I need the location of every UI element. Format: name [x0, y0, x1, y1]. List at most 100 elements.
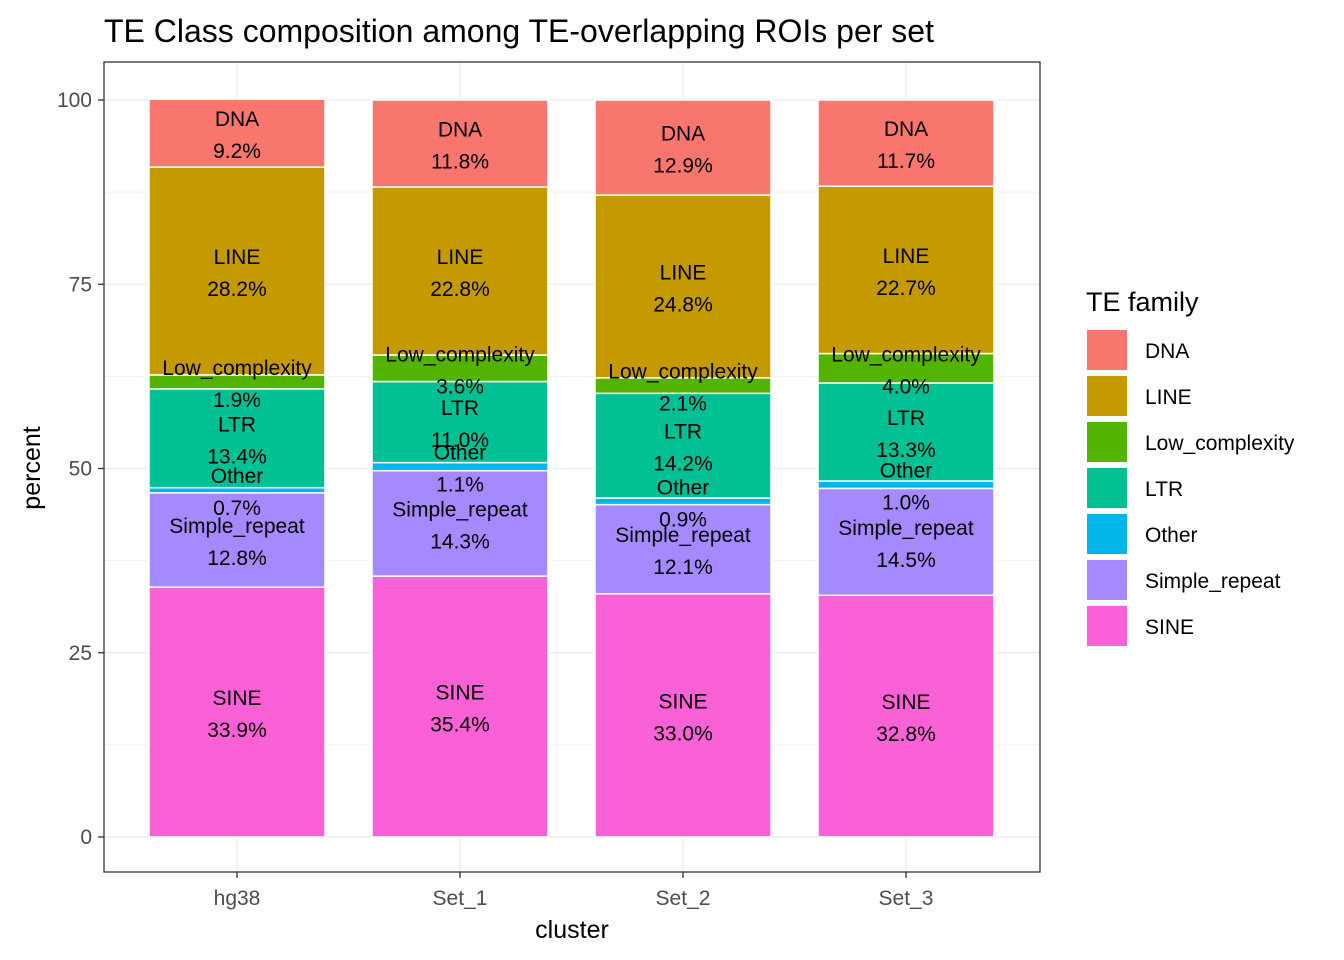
segment-name-label: Simple_repeat [392, 498, 528, 521]
x-tick-label: hg38 [214, 887, 261, 910]
legend-label-low-complexity: Low_complexity [1145, 432, 1295, 455]
bar-segment-line-set-1 [371, 186, 549, 356]
legend-key-ltr [1087, 468, 1127, 508]
panel-border [103, 61, 1041, 873]
x-tick-label: Set_2 [656, 887, 711, 910]
bar-segment-line-set-2 [594, 194, 772, 379]
segment-name-label: LINE [214, 246, 261, 269]
segment-name-label: Low_complexity [162, 357, 312, 380]
x-axis-title: cluster [535, 916, 609, 944]
segment-name-label: Other [211, 465, 264, 488]
segment-value-label: 13.4% [207, 445, 267, 468]
segment-name-label: SINE [435, 682, 484, 705]
legend-title: TE family [1086, 287, 1199, 317]
segment-name-label: DNA [438, 118, 482, 141]
segment-value-label: 22.8% [430, 278, 490, 301]
segment-name-label: LINE [437, 246, 484, 269]
segment-name-label: SINE [212, 687, 261, 710]
segment-name-label: Other [657, 476, 710, 499]
segment-value-label: 33.0% [653, 722, 713, 745]
segment-name-label: DNA [215, 108, 259, 131]
segment-name-label: LTR [664, 421, 702, 444]
legend-key-sine [1087, 606, 1127, 646]
segment-value-label: 12.1% [653, 556, 713, 579]
segment-name-label: SINE [881, 691, 930, 714]
segment-value-label: 1.9% [213, 389, 261, 412]
legend-key-line [1087, 376, 1127, 416]
segment-value-label: 13.3% [876, 439, 936, 462]
y-tick-label: 100 [57, 89, 92, 112]
bar-segment-other-hg38 [148, 486, 326, 494]
segment-name-label: Simple_repeat [838, 517, 974, 540]
y-tick-label: 75 [69, 273, 92, 296]
segment-value-label: 12.9% [653, 155, 713, 178]
legend-key-simple-repeat [1087, 560, 1127, 600]
bar-segment-ltr-set-2 [594, 392, 772, 499]
segment-name-label: LINE [660, 261, 707, 284]
bar-segment-low-complexity-set-3 [817, 352, 995, 384]
segment-value-label: 22.7% [876, 277, 936, 300]
segment-value-label: 24.8% [653, 293, 713, 316]
segment-value-label: 11.8% [431, 150, 489, 173]
segment-value-label: 3.6% [436, 375, 484, 398]
y-axis-title: percent [18, 426, 46, 509]
legend-label-ltr: LTR [1145, 478, 1183, 501]
legend-label-dna: DNA [1145, 340, 1189, 363]
segment-name-label: Low_complexity [831, 343, 981, 366]
bar-segment-dna-set-1 [371, 99, 549, 188]
segment-name-label: LTR [441, 397, 479, 420]
bar-segment-sine-set-3 [817, 594, 995, 838]
legend-key-low-complexity [1087, 422, 1127, 462]
segment-value-label: 33.9% [207, 719, 267, 742]
segment-value-label: 4.0% [882, 375, 930, 398]
x-tick-label: Set_1 [433, 887, 488, 910]
segment-name-label: Other [880, 460, 933, 483]
legend-label-simple-repeat: Simple_repeat [1145, 570, 1281, 593]
segment-name-label: DNA [884, 118, 928, 141]
segment-name-label: LTR [887, 407, 925, 430]
legend: TE family DNA LINE Low_complexity LTR Other S… [1086, 287, 1295, 646]
bar-segment-ltr-set-3 [817, 382, 995, 482]
segment-value-label: 1.1% [436, 474, 484, 497]
segment-value-label: 1.0% [882, 492, 930, 515]
y-tick-label: 25 [69, 642, 92, 665]
bar-segment-dna-hg38 [148, 98, 326, 168]
x-tick-label: Set_3 [879, 887, 934, 910]
segment-value-label: 14.2% [653, 453, 713, 476]
segment-name-label: Low_complexity [608, 361, 758, 384]
bar-segment-simple-repeat-set-3 [817, 487, 995, 597]
bar-segment-sine-set-1 [371, 575, 549, 838]
bar-segment-simple-repeat-set-2 [594, 503, 772, 595]
legend-key-other [1087, 514, 1127, 554]
segment-name-label: Simple_repeat [615, 524, 751, 547]
segment-name-label: Low_complexity [385, 343, 535, 366]
segment-name-label: Other [434, 442, 487, 465]
segment-value-label: 11.7% [877, 150, 935, 173]
legend-label-other: Other [1145, 524, 1198, 547]
bar-segment-dna-set-2 [594, 99, 772, 196]
segment-name-label: LTR [218, 413, 256, 436]
segment-value-label: 11.0% [431, 429, 489, 452]
segment-value-label: 35.4% [430, 714, 490, 737]
segment-name-label: LINE [883, 245, 930, 268]
legend-label-sine: SINE [1145, 616, 1194, 639]
segment-value-label: 9.2% [213, 140, 261, 163]
segment-value-label: 2.1% [659, 393, 707, 416]
segment-value-label: 32.8% [876, 723, 936, 746]
bar-segment-sine-hg38 [148, 586, 326, 838]
segment-name-label: DNA [661, 123, 705, 146]
bar-segment-line-hg38 [148, 166, 326, 376]
segment-value-label: 12.8% [207, 547, 267, 570]
bar-segment-dna-set-3 [817, 99, 995, 187]
segment-value-label: 0.7% [213, 497, 261, 520]
legend-key-dna [1087, 330, 1127, 370]
bar-segment-sine-set-2 [594, 593, 772, 838]
segment-name-label: Simple_repeat [169, 515, 305, 538]
segment-value-label: 28.2% [207, 278, 267, 301]
chart-title: TE Class composition among TE-overlappin… [104, 13, 934, 49]
segment-value-label: 14.5% [876, 549, 936, 572]
legend-label-line: LINE [1145, 386, 1192, 409]
segment-name-label: SINE [658, 690, 707, 713]
bar-segment-ltr-hg38 [148, 388, 326, 489]
